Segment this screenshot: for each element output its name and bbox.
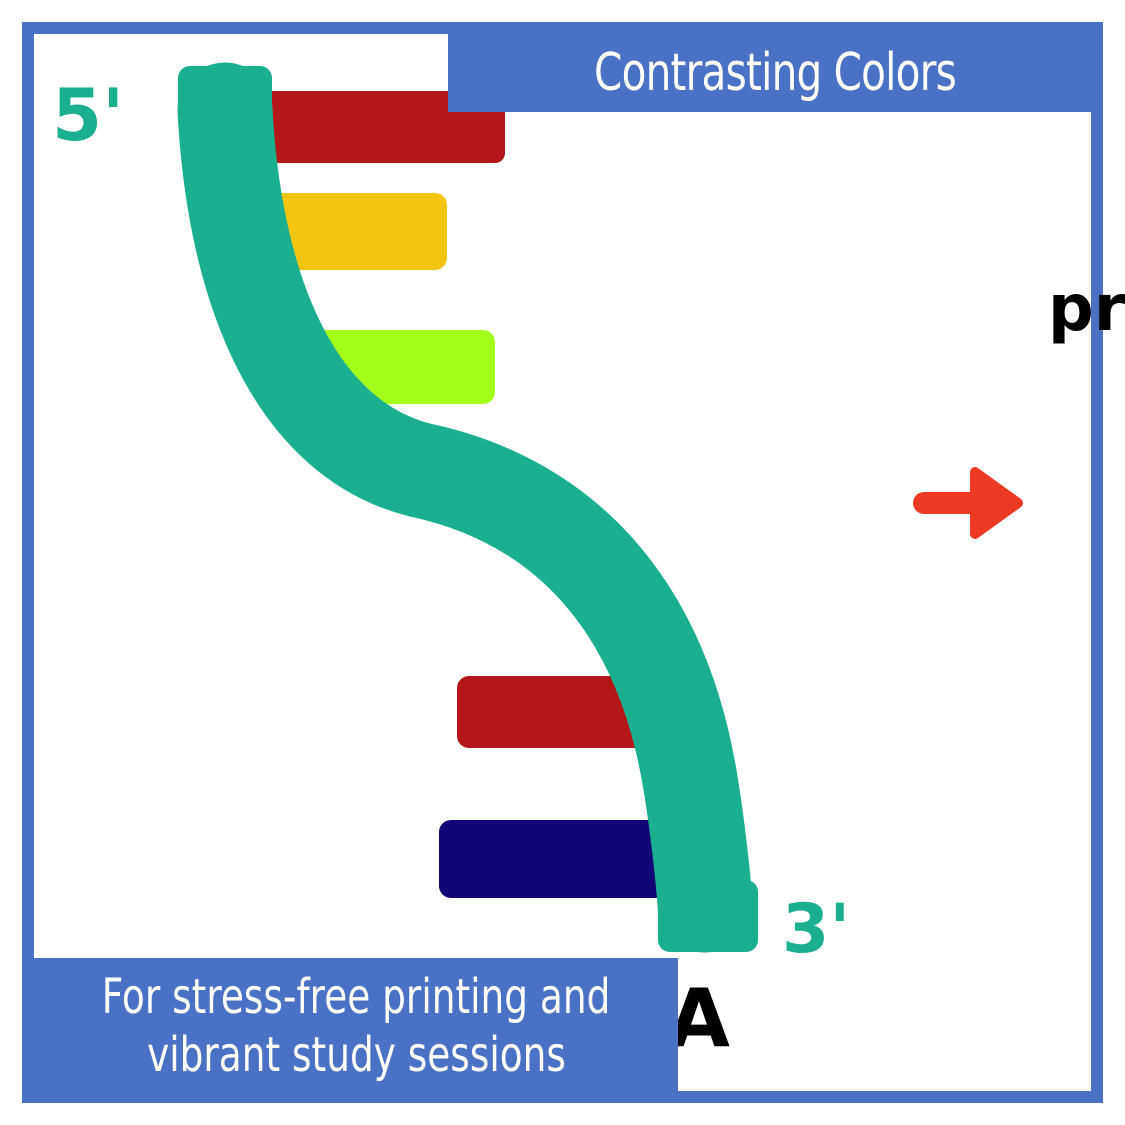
partial-right-label: pr [1048, 272, 1125, 346]
caption-banner: For stress-free printing and vibrant stu… [34, 958, 678, 1094]
caption-line-2: vibrant study sessions [146, 1027, 566, 1083]
partial-bottom-label: A [668, 972, 730, 1065]
base-navy [439, 820, 689, 898]
title-banner: Contrasting Colors [448, 34, 1102, 112]
title-text: Contrasting Colors [594, 43, 957, 103]
five-prime-label: 5' [52, 73, 124, 157]
caption-line-1: For stress-free printing and [101, 969, 611, 1025]
arrow-right-icon [913, 467, 1023, 539]
backbone-top-cap [178, 66, 272, 126]
three-prime-label: 3' [782, 890, 850, 969]
outer-frame [22, 22, 1103, 1103]
dna-backbone-strand [177, 62, 753, 953]
base-red-top [240, 91, 505, 163]
base-yellow [255, 193, 447, 270]
backbone-bottom-cap [658, 880, 758, 952]
